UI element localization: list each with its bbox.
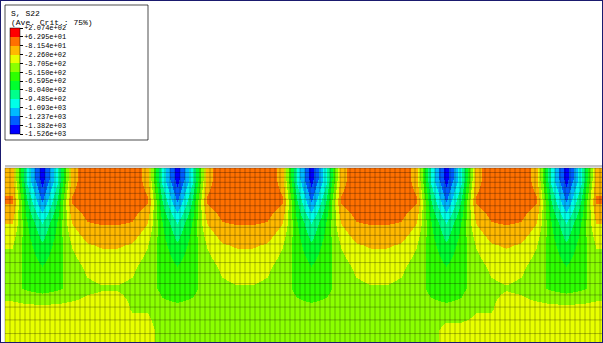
svg-text:-8.154e+01: -8.154e+01	[24, 42, 66, 50]
svg-text:S, S22: S, S22	[11, 9, 40, 18]
svg-text:-9.485e+02: -9.485e+02	[24, 95, 66, 103]
svg-text:-1.382e+03: -1.382e+03	[24, 122, 66, 130]
svg-text:+6.295e+01: +6.295e+01	[24, 33, 66, 41]
svg-text:-1.237e+03: -1.237e+03	[24, 113, 66, 121]
svg-text:-2.260e+02: -2.260e+02	[24, 51, 66, 59]
svg-text:-5.150e+02: -5.150e+02	[24, 69, 66, 77]
svg-text:-6.595e+02: -6.595e+02	[24, 77, 66, 85]
svg-text:-3.705e+02: -3.705e+02	[24, 60, 66, 68]
svg-text:-1.093e+03: -1.093e+03	[24, 104, 66, 112]
svg-text:(Ave. Crit.: 75%): (Ave. Crit.: 75%)	[11, 18, 93, 27]
svg-text:-1.526e+03: -1.526e+03	[24, 130, 66, 138]
svg-text:-8.040e+02: -8.040e+02	[24, 86, 66, 94]
svg-text:+2.074e+02: +2.074e+02	[24, 24, 66, 32]
